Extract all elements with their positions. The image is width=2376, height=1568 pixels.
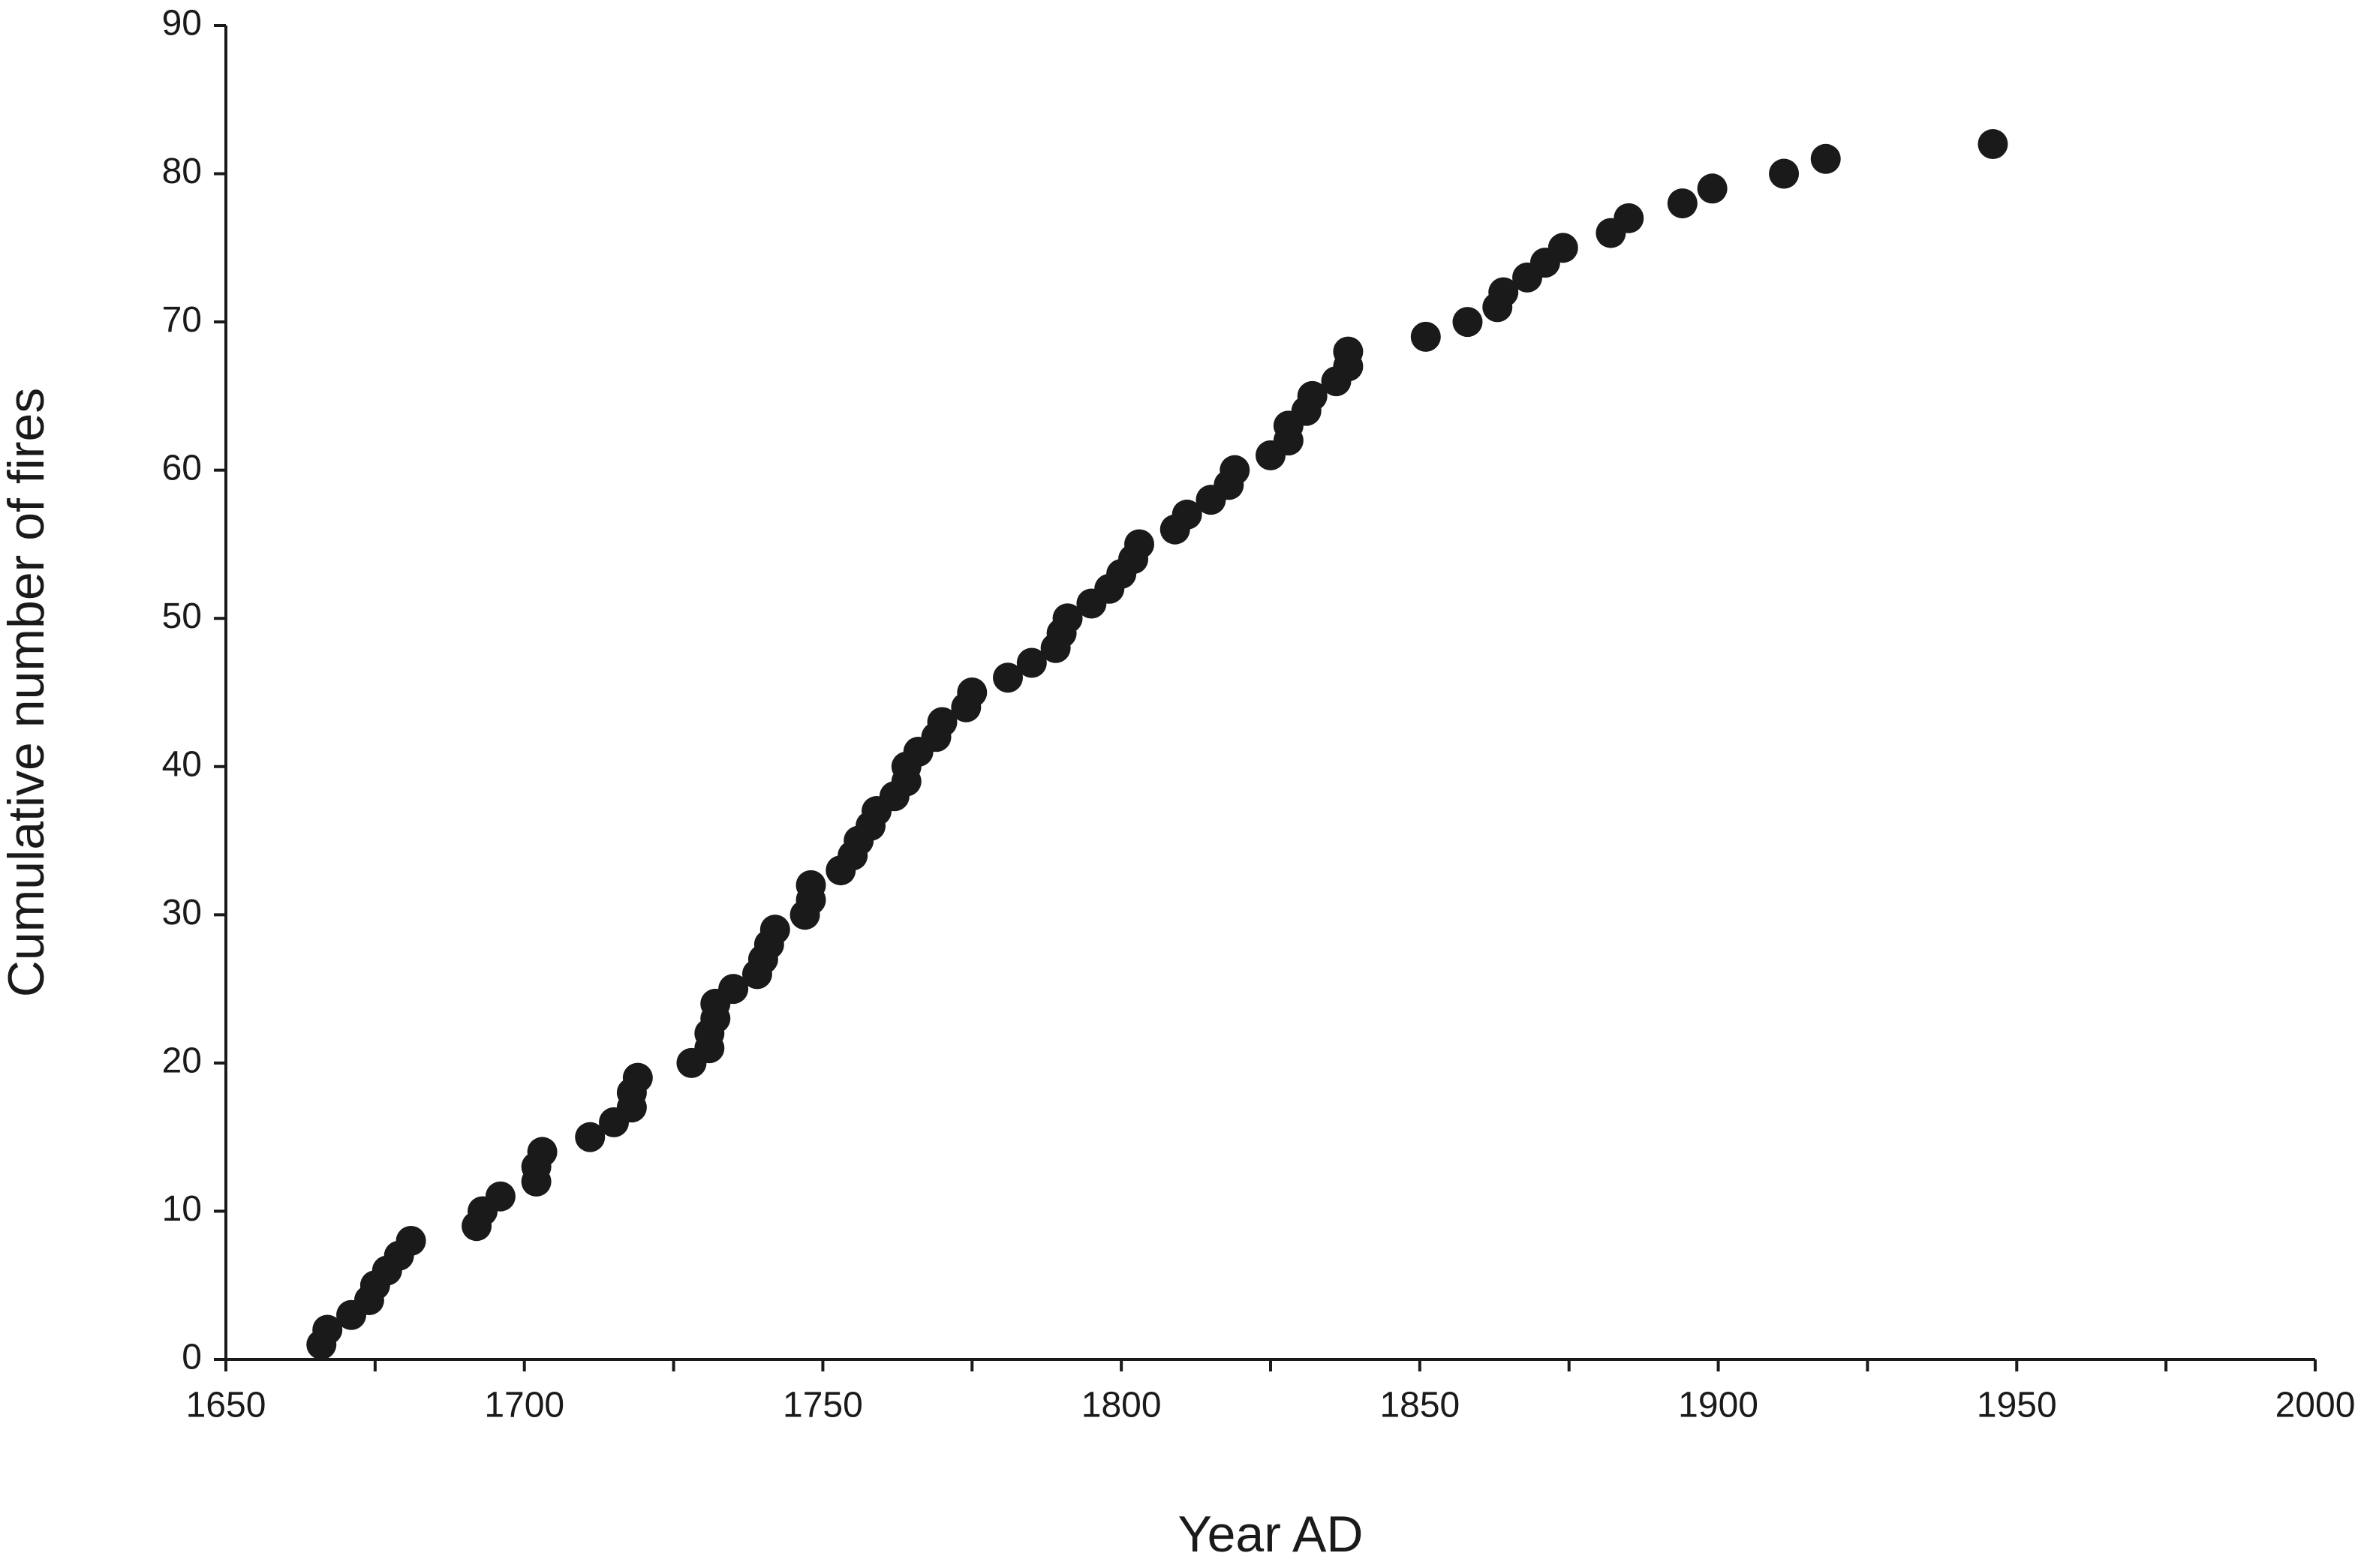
x-tick-label: 1800 xyxy=(1081,1386,1162,1425)
point xyxy=(1488,277,1519,308)
point xyxy=(312,1314,343,1345)
point xyxy=(927,707,958,737)
y-tick-label: 10 xyxy=(162,1189,202,1229)
point xyxy=(622,1062,653,1093)
point xyxy=(1452,307,1483,338)
point xyxy=(395,1225,426,1256)
point xyxy=(1547,233,1578,263)
point xyxy=(1769,158,1800,189)
point xyxy=(1697,173,1728,204)
point xyxy=(1667,188,1698,219)
point xyxy=(485,1181,516,1212)
x-tick-label: 1700 xyxy=(484,1386,564,1425)
y-tick-label: 90 xyxy=(162,4,202,44)
point xyxy=(957,677,988,707)
point xyxy=(993,662,1024,693)
point xyxy=(1220,455,1250,485)
point xyxy=(527,1137,558,1167)
point xyxy=(718,974,749,1005)
y-tick-label: 20 xyxy=(162,1041,202,1081)
point xyxy=(575,1122,606,1152)
point xyxy=(1297,380,1328,411)
point xyxy=(1410,321,1441,352)
y-tick-label: 70 xyxy=(162,300,202,340)
x-tick-label: 1650 xyxy=(186,1386,266,1425)
point xyxy=(1124,529,1155,560)
y-axis-title: Cumulative number of fires xyxy=(0,388,55,998)
x-tick-label: 1950 xyxy=(1977,1386,2057,1425)
point xyxy=(1016,647,1047,678)
y-tick-label: 0 xyxy=(182,1338,202,1377)
x-tick-label: 2000 xyxy=(2275,1386,2356,1425)
x-tick-label: 1850 xyxy=(1379,1386,1460,1425)
point xyxy=(1977,129,2008,160)
point xyxy=(1614,203,1644,233)
point xyxy=(1171,499,1202,530)
point xyxy=(759,915,790,945)
x-tick-label: 1900 xyxy=(1678,1386,1758,1425)
y-tick-label: 30 xyxy=(162,893,202,933)
y-tick-label: 80 xyxy=(162,152,202,191)
y-tick-label: 40 xyxy=(162,744,202,784)
point xyxy=(1333,336,1364,367)
y-tick-label: 60 xyxy=(162,448,202,488)
point xyxy=(1810,143,1841,174)
x-tick-label: 1750 xyxy=(783,1386,863,1425)
point xyxy=(796,870,826,900)
point xyxy=(1052,603,1083,634)
x-axis-title: Year AD xyxy=(1178,1506,1364,1563)
y-tick-label: 50 xyxy=(162,596,202,636)
